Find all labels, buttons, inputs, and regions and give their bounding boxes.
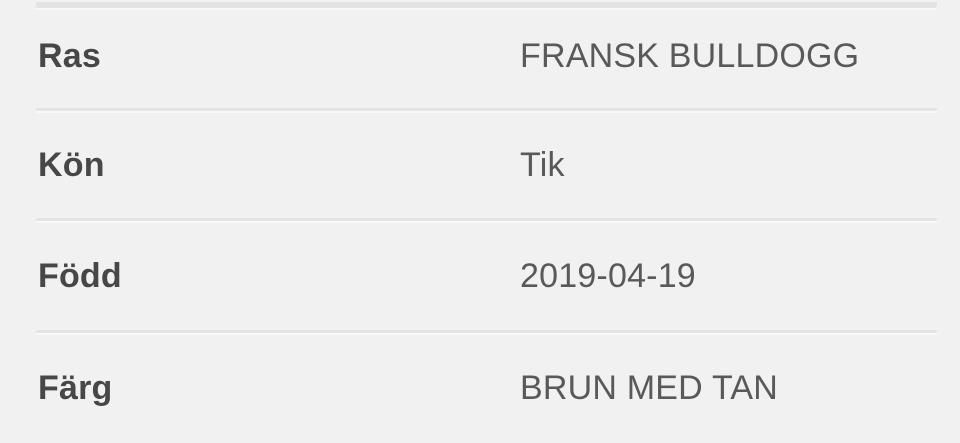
row-value-color: BRUN MED TAN [520,368,779,407]
detail-row-farg: Färg BRUN MED TAN [0,333,960,443]
row-value-birthdate: 2019-04-19 [520,256,696,295]
row-divider [36,108,937,111]
row-label-kon: Kön [38,145,105,184]
row-divider [36,330,937,333]
row-label-farg: Färg [38,368,113,407]
row-label-fodd: Född [38,256,122,295]
row-value-breed: FRANSK BULLDOGG [520,36,860,75]
row-divider-top [36,2,937,8]
row-label-ras: Ras [38,36,101,75]
detail-row-kon: Kön Tik [0,110,960,220]
row-value-sex: Tik [520,145,565,184]
detail-row-ras: Ras FRANSK BULLDOGG [0,1,960,111]
detail-row-fodd: Född 2019-04-19 [0,221,960,331]
row-divider [36,218,937,221]
